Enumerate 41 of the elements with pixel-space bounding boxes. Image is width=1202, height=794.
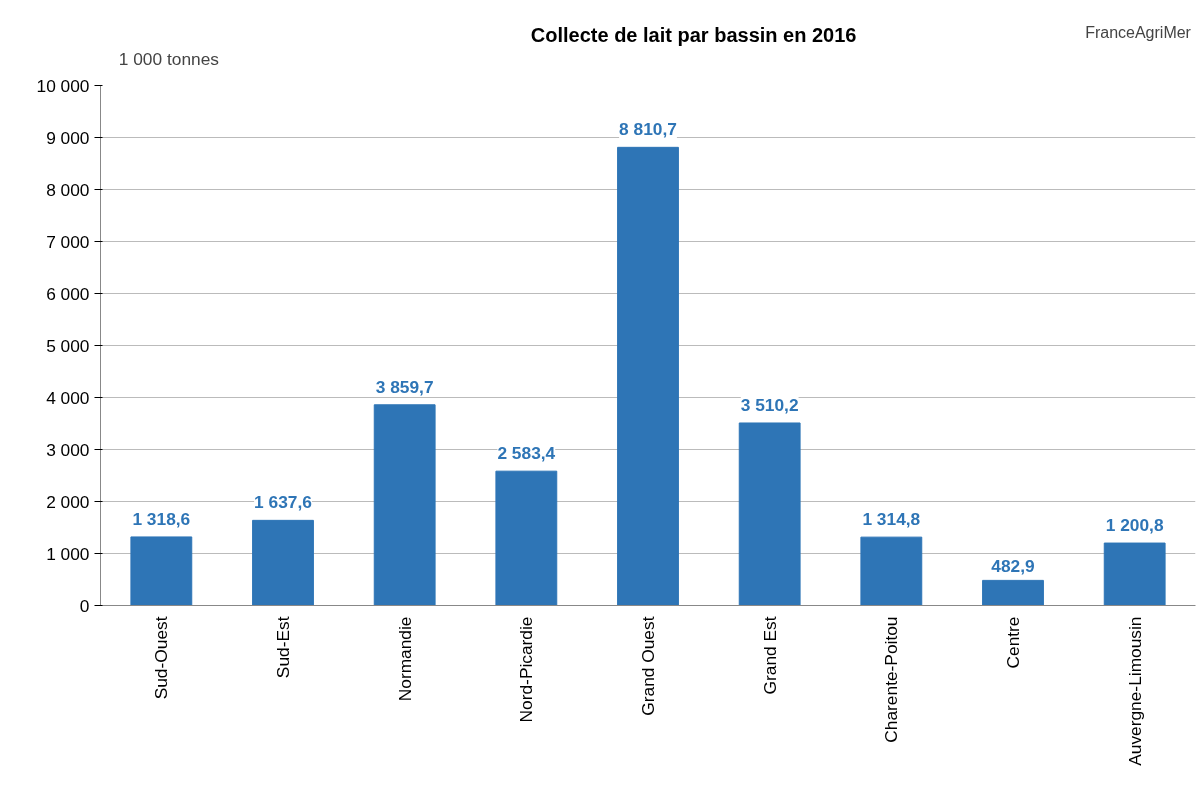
y-tick-label: 0 xyxy=(79,595,90,616)
bar xyxy=(860,536,923,606)
bar xyxy=(982,579,1044,606)
y-tick-label: 9 000 xyxy=(46,127,90,148)
bar xyxy=(252,519,314,606)
data-label: 3 859,7 xyxy=(375,376,434,397)
x-tick-label: Charente-Poitou xyxy=(881,616,902,743)
y-tick-label: 6 000 xyxy=(46,283,90,304)
y-tick-label: 4 000 xyxy=(46,387,90,408)
y-tick-label: 1 000 xyxy=(46,543,90,564)
data-label: 1 318,6 xyxy=(132,508,191,529)
data-label: 1 200,8 xyxy=(1105,515,1164,536)
data-label: 482,9 xyxy=(991,556,1035,577)
x-tick-label: Grand Ouest xyxy=(638,616,658,716)
x-tick-label: Normandie xyxy=(394,616,415,702)
y-tick-label: 2 000 xyxy=(46,491,90,512)
bar xyxy=(130,536,193,606)
y-tick-label: 10 000 xyxy=(36,75,90,96)
x-tick-label: Grand Est xyxy=(759,616,780,695)
bar xyxy=(495,470,558,606)
x-tick-label: Sud-Est xyxy=(273,616,293,679)
data-label: 1 314,8 xyxy=(862,509,921,530)
x-tick-label: Auvergne-Limousin xyxy=(1124,616,1145,766)
data-label: 2 583,4 xyxy=(497,443,556,464)
x-tick-label: Centre xyxy=(1003,616,1023,669)
data-label: 3 510,2 xyxy=(740,394,799,415)
x-tick-label: Sud-Ouest xyxy=(151,616,172,700)
text: FranceAgriMer xyxy=(1085,23,1192,41)
bar xyxy=(738,422,801,606)
data-label: 1 637,6 xyxy=(254,492,313,513)
chart-title: Collecte de lait par bassin en 2016 xyxy=(530,23,857,46)
y-tick-label: 7 000 xyxy=(46,231,90,252)
bar xyxy=(617,146,679,606)
y-tick-label: 3 000 xyxy=(46,439,90,460)
bar xyxy=(1103,542,1166,606)
y-tick-label: 8 000 xyxy=(46,179,90,200)
y-tick-label: 5 000 xyxy=(46,335,90,356)
x-tick-label: Nord-Picardie xyxy=(516,616,537,723)
bar xyxy=(373,404,436,606)
data-label: 8 810,7 xyxy=(619,119,677,140)
y-axis-title: 1 000 tonnes xyxy=(118,48,220,69)
